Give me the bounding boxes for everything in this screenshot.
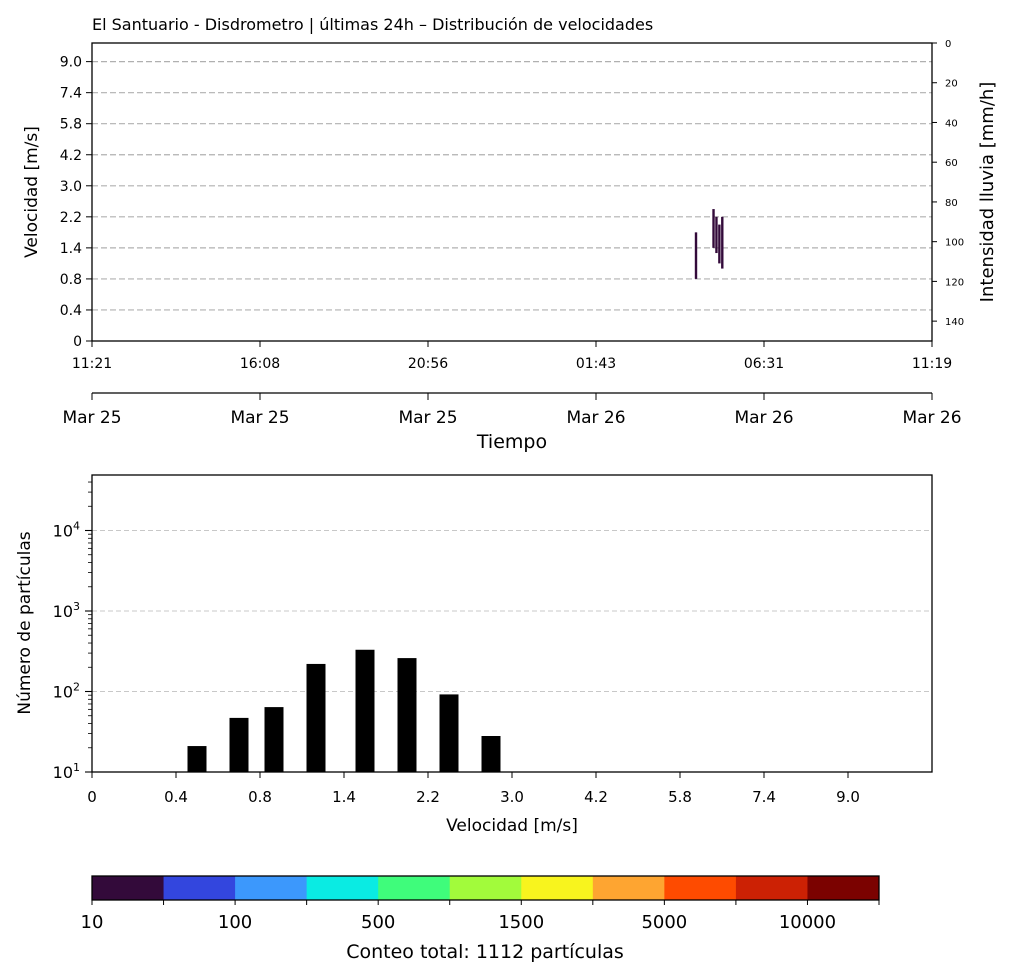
- colorbar-tick-label: 5000: [641, 912, 687, 933]
- histogram-bar: [229, 717, 249, 772]
- heatmap-cell: [715, 216, 718, 254]
- colorbar-segment: [163, 876, 236, 900]
- colorbar-segment: [235, 876, 308, 900]
- rain-intensity-tick-label: 120: [945, 277, 964, 288]
- histogram-x-tick-label: 0: [87, 788, 97, 806]
- heatmap-cells: [694, 209, 724, 279]
- histogram-y-axis-label: Número de partículas: [15, 531, 35, 714]
- heatmap-gridlines: [92, 61, 932, 311]
- histogram-bar: [264, 707, 284, 772]
- colorbar-segment: [592, 876, 665, 900]
- histogram-y-tick-label: 102: [53, 681, 80, 702]
- rain-intensity-tick-label: 60: [945, 158, 958, 169]
- heatmap-date-tick-label: Mar 26: [734, 408, 793, 428]
- histogram-x-tick-label: 2.2: [416, 788, 440, 806]
- colorbar-segment: [378, 876, 451, 900]
- colorbar-segment: [449, 876, 522, 900]
- colorbar-segment: [92, 876, 165, 900]
- heatmap-y-tick-label: 4.2: [60, 148, 82, 164]
- rain-intensity-axis-label: Intensidad lluvia [mm/h]: [977, 82, 998, 303]
- heatmap-y-tick-label: 1.4: [60, 241, 82, 257]
- histogram-x-tick-label: 9.0: [836, 788, 860, 806]
- heatmap-date-tick-label: Mar 25: [230, 408, 289, 428]
- heatmap-cell: [718, 224, 721, 264]
- heatmap-y-tick-label: 7.4: [60, 86, 82, 102]
- colorbar-tick-label: 10: [81, 912, 104, 933]
- rain-intensity-tick-label: 20: [945, 79, 958, 90]
- colorbar: [92, 876, 880, 900]
- colorbar-segment: [521, 876, 594, 900]
- histogram-y-axis: 101 102 103 104: [53, 481, 92, 782]
- heatmap-y-tick-label: 3.0: [60, 179, 82, 195]
- heatmap-time-tick-label: 20:56: [408, 356, 448, 372]
- rain-intensity-tick-label: 40: [945, 118, 958, 129]
- heatmap-cell: [712, 209, 715, 248]
- histogram-bars: [187, 649, 501, 772]
- histogram-gridlines: [92, 529, 932, 693]
- heatmap-x-axis-label: Tiempo: [476, 431, 547, 453]
- colorbar-ticks: 10 100 500 1500 5000 10000: [81, 900, 880, 933]
- histogram-x-tick-label: 0.4: [164, 788, 188, 806]
- histogram-bar: [439, 694, 459, 772]
- heatmap-date-tick-label: Mar 26: [566, 408, 625, 428]
- heatmap-time-tick-label: 01:43: [576, 356, 616, 372]
- histogram-x-tick-label: 5.8: [668, 788, 692, 806]
- histogram-x-axis: 0 0.4 0.8 1.4 2.2 3.0 4.2 5.8 7.4 9.0: [87, 772, 860, 806]
- heatmap-time-tick-label: 06:31: [744, 356, 784, 372]
- heatmap-time-tick-label: 16:08: [240, 356, 280, 372]
- heatmap-y-axis: 0 0.4 0.8 1.4 2.2 3.0 4.2 5.8 7.4 9.0: [60, 55, 92, 350]
- heatmap-y-axis-label: Velocidad [m/s]: [22, 126, 42, 258]
- histogram-x-tick-label: 7.4: [752, 788, 776, 806]
- heatmap-plot-frame: [91, 42, 933, 342]
- colorbar-segment: [664, 876, 737, 900]
- histogram-x-axis-label: Velocidad [m/s]: [446, 816, 578, 836]
- rain-intensity-tick-label: 140: [945, 317, 964, 328]
- heatmap-date-axis: Mar 25 Mar 25 Mar 25 Mar 26 Mar 26 Mar 26: [62, 393, 962, 428]
- heatmap-date-tick-label: Mar 25: [62, 408, 121, 428]
- heatmap-date-tick-label: Mar 26: [902, 408, 961, 428]
- rain-intensity-tick-label: 100: [945, 238, 964, 249]
- heatmap-y-tick-label: 9.0: [60, 55, 82, 71]
- heatmap-y-tick-label: 2.2: [60, 210, 82, 226]
- heatmap-y-tick-label: 0.4: [60, 303, 82, 319]
- heatmap-cell: [721, 216, 724, 269]
- histogram-x-tick-label: 3.0: [500, 788, 524, 806]
- colorbar-segment: [306, 876, 379, 900]
- colorbar-segment: [735, 876, 808, 900]
- histogram-x-tick-label: 0.8: [248, 788, 272, 806]
- histogram-bar: [187, 746, 207, 772]
- heatmap-title: El Santuario - Disdrometro | últimas 24h…: [92, 15, 653, 34]
- histogram-x-tick-label: 4.2: [584, 788, 608, 806]
- heatmap-y-tick-label: 0.8: [60, 272, 82, 288]
- histogram-bar: [397, 658, 417, 772]
- heatmap-time-tick-label: 11:21: [72, 356, 112, 372]
- histogram-bar: [306, 663, 326, 772]
- rain-intensity-tick-label: 0: [945, 39, 951, 50]
- histogram-y-tick-label: 104: [53, 520, 80, 541]
- histogram-bar: [355, 649, 375, 772]
- colorbar-segment: [807, 876, 880, 900]
- histogram-plot-frame: [91, 474, 933, 773]
- heatmap-cell: [694, 232, 698, 279]
- colorbar-tick-label: 100: [218, 912, 252, 933]
- heatmap-time-tick-label: 11:19: [912, 356, 952, 372]
- histogram-x-tick-label: 1.4: [332, 788, 356, 806]
- histogram-y-tick-label: 103: [53, 600, 80, 621]
- colorbar-tick-label: 10000: [779, 912, 836, 933]
- histogram-y-tick-label: 101: [53, 761, 80, 782]
- colorbar-frame: [91, 875, 880, 901]
- heatmap-right-axis: 0 20 40 60 80 100 120 140: [932, 39, 964, 328]
- heatmap-time-axis: 11:21 16:08 20:56 01:43 06:31 11:19: [72, 341, 952, 372]
- heatmap-date-tick-label: Mar 25: [398, 408, 457, 428]
- colorbar-tick-label: 500: [361, 912, 395, 933]
- colorbar-caption: Conteo total: 1112 partículas: [346, 941, 624, 963]
- heatmap-y-tick-label: 5.8: [60, 117, 82, 133]
- heatmap-y-tick-label: 0: [73, 334, 82, 350]
- rain-intensity-tick-label: 80: [945, 198, 958, 209]
- histogram-bar: [481, 736, 501, 772]
- colorbar-tick-label: 1500: [498, 912, 544, 933]
